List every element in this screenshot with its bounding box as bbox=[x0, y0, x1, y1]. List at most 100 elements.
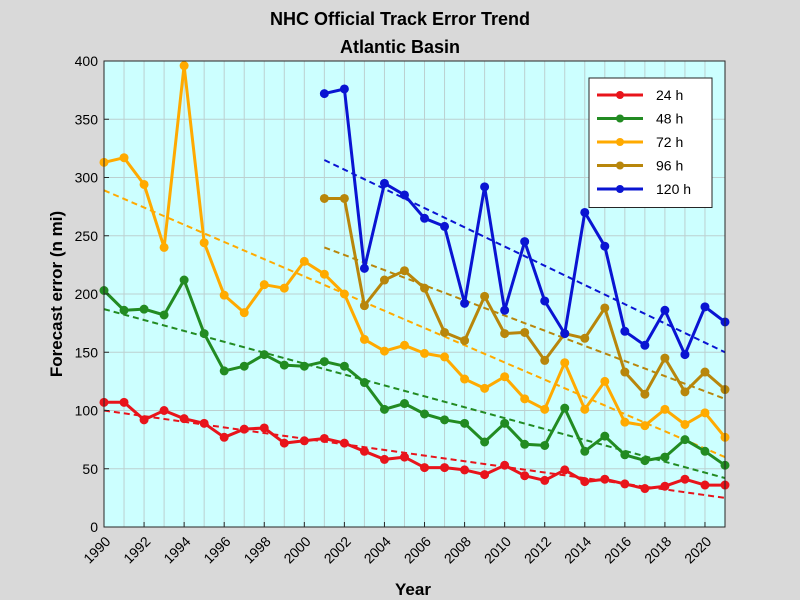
data-point bbox=[319, 89, 329, 99]
data-point bbox=[239, 308, 249, 318]
data-point bbox=[620, 367, 630, 377]
data-point bbox=[520, 471, 530, 481]
data-point bbox=[420, 409, 430, 419]
data-point bbox=[660, 353, 670, 363]
data-point bbox=[279, 283, 289, 293]
legend-swatch-marker bbox=[616, 138, 624, 146]
y-tick-label: 400 bbox=[75, 53, 99, 69]
x-tick-label: 2004 bbox=[361, 533, 394, 566]
data-point bbox=[660, 305, 670, 315]
data-point bbox=[580, 477, 590, 487]
series-group bbox=[99, 397, 730, 494]
data-point bbox=[540, 475, 550, 485]
legend-item: 48 h bbox=[597, 111, 683, 127]
data-point bbox=[299, 361, 309, 371]
data-point bbox=[460, 298, 470, 308]
series-group bbox=[319, 84, 730, 360]
legend-item: 24 h bbox=[597, 87, 683, 103]
series-group bbox=[319, 193, 730, 399]
x-tick-label: 1990 bbox=[80, 533, 113, 566]
data-point bbox=[640, 389, 650, 399]
chart-title: NHC Official Track Error Trend bbox=[270, 9, 530, 29]
data-point bbox=[540, 355, 550, 365]
data-point bbox=[359, 378, 369, 388]
legend-swatch-marker bbox=[616, 114, 624, 123]
data-point bbox=[379, 404, 389, 414]
legend-item: 72 h bbox=[597, 134, 683, 150]
data-point bbox=[680, 474, 690, 484]
data-point bbox=[339, 289, 349, 299]
data-point bbox=[540, 296, 550, 306]
x-tick-label: 2000 bbox=[280, 533, 313, 566]
data-point bbox=[219, 432, 229, 442]
data-point bbox=[560, 403, 570, 413]
data-point bbox=[480, 383, 490, 393]
data-point bbox=[359, 263, 369, 273]
data-point bbox=[319, 269, 329, 279]
data-point bbox=[460, 374, 470, 384]
data-point bbox=[440, 221, 450, 231]
data-point bbox=[680, 419, 690, 429]
data-point bbox=[379, 346, 389, 356]
data-point bbox=[339, 361, 349, 371]
y-tick-label: 50 bbox=[82, 461, 98, 477]
x-tick-label: 1998 bbox=[240, 533, 273, 566]
data-point bbox=[420, 463, 430, 473]
data-point bbox=[119, 305, 129, 315]
data-point bbox=[560, 465, 570, 475]
data-point bbox=[339, 438, 349, 448]
y-tick-label: 350 bbox=[75, 111, 99, 127]
data-point bbox=[500, 372, 510, 382]
y-axis-ticks: 0 50 100 150 200 250 300 350 400 bbox=[75, 53, 109, 535]
data-point bbox=[660, 452, 670, 462]
data-point bbox=[399, 452, 409, 462]
x-tick-label: 2020 bbox=[681, 533, 714, 566]
data-point bbox=[219, 366, 229, 376]
data-point bbox=[640, 456, 650, 466]
data-point bbox=[600, 376, 610, 386]
data-point bbox=[520, 237, 530, 247]
data-point bbox=[580, 446, 590, 456]
data-point bbox=[640, 340, 650, 350]
y-tick-label: 100 bbox=[75, 403, 99, 419]
data-point bbox=[279, 360, 289, 370]
data-point bbox=[520, 394, 530, 404]
data-point bbox=[139, 304, 149, 314]
y-axis-label: Forecast error (n mi) bbox=[47, 211, 66, 377]
series-line bbox=[102, 278, 726, 467]
legend-label: 72 h bbox=[656, 134, 683, 150]
data-point bbox=[440, 463, 450, 473]
data-point bbox=[259, 280, 269, 290]
data-point bbox=[620, 417, 630, 427]
data-point bbox=[680, 350, 690, 360]
grid-lines bbox=[103, 60, 726, 528]
data-point bbox=[560, 329, 570, 339]
x-tick-label: 1994 bbox=[160, 533, 193, 566]
y-tick-label: 250 bbox=[75, 228, 99, 244]
x-tick-label: 2006 bbox=[401, 533, 434, 566]
data-point bbox=[139, 415, 149, 425]
data-point bbox=[399, 399, 409, 409]
data-point bbox=[339, 84, 349, 94]
trend-line bbox=[103, 308, 726, 480]
series-line bbox=[103, 64, 727, 439]
data-point bbox=[660, 404, 670, 414]
data-point bbox=[179, 61, 189, 71]
data-point bbox=[500, 460, 510, 470]
data-point bbox=[379, 178, 389, 188]
data-point bbox=[139, 179, 149, 189]
data-point bbox=[319, 357, 329, 367]
y-tick-label: 0 bbox=[90, 519, 98, 535]
legend-swatch-marker bbox=[616, 91, 624, 99]
data-point bbox=[620, 450, 630, 460]
x-axis-ticks: 1990 1992 1994 1996 1998 2000 2002 2004 2006 2008… bbox=[80, 522, 715, 567]
legend-item: 120 h bbox=[597, 181, 691, 197]
y-tick-label: 200 bbox=[75, 286, 99, 302]
data-point bbox=[700, 367, 710, 377]
data-point bbox=[420, 348, 430, 358]
data-point bbox=[640, 484, 650, 494]
data-point bbox=[159, 406, 169, 415]
legend-label: 96 h bbox=[656, 158, 683, 174]
